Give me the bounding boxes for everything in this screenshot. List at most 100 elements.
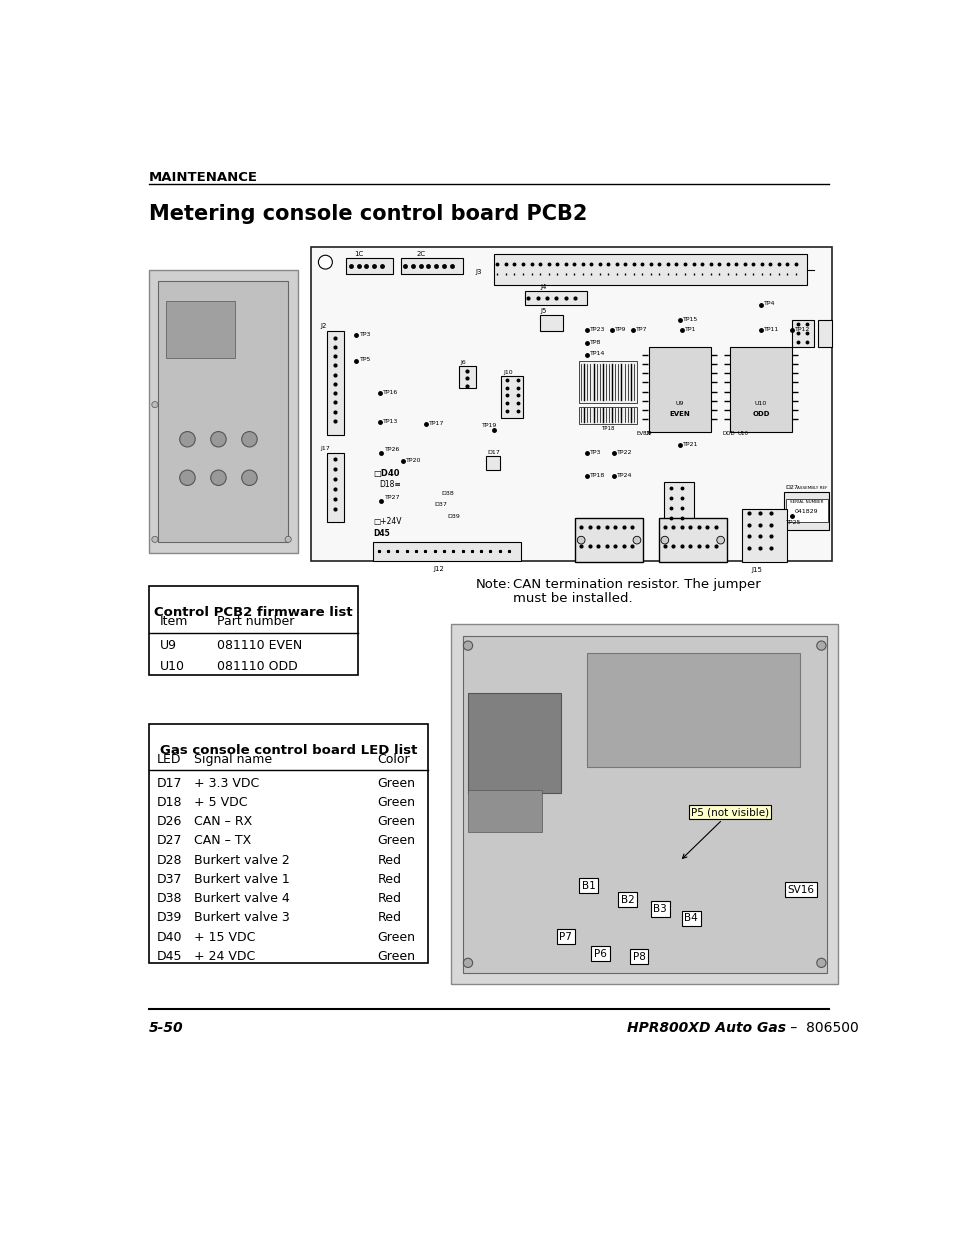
Circle shape bbox=[241, 471, 257, 485]
Text: D27: D27 bbox=[785, 485, 798, 490]
Text: D40: D40 bbox=[156, 930, 182, 944]
Text: J4: J4 bbox=[539, 284, 546, 290]
Text: TP25: TP25 bbox=[785, 520, 801, 525]
Text: must be installed.: must be installed. bbox=[513, 592, 632, 605]
Text: TP4: TP4 bbox=[763, 301, 775, 306]
Text: J6: J6 bbox=[459, 359, 465, 364]
Text: TP8: TP8 bbox=[589, 340, 600, 345]
Circle shape bbox=[577, 536, 584, 543]
Bar bbox=[729, 347, 791, 431]
Text: D17: D17 bbox=[156, 777, 182, 789]
Text: + 24 VDC: + 24 VDC bbox=[193, 950, 254, 963]
Text: Green: Green bbox=[377, 795, 415, 809]
Bar bbox=[485, 456, 499, 471]
Bar bbox=[818, 320, 831, 347]
Text: Red: Red bbox=[377, 873, 401, 885]
Bar bbox=[149, 585, 357, 674]
Text: Gas console control board LED list: Gas console control board LED list bbox=[159, 745, 416, 757]
Text: TP7: TP7 bbox=[636, 326, 647, 332]
Text: TP9: TP9 bbox=[615, 326, 626, 332]
Text: Burkert valve 4: Burkert valve 4 bbox=[193, 892, 289, 905]
Circle shape bbox=[816, 641, 825, 651]
Text: 081110 ODD: 081110 ODD bbox=[216, 661, 297, 673]
Text: TP15: TP15 bbox=[682, 316, 698, 321]
Text: U9: U9 bbox=[159, 640, 176, 652]
Bar bbox=[539, 315, 562, 331]
Bar bbox=[400, 258, 462, 274]
Text: TP21: TP21 bbox=[682, 442, 698, 447]
Text: Signal name: Signal name bbox=[193, 753, 272, 767]
Text: J3: J3 bbox=[476, 269, 482, 275]
Text: D37: D37 bbox=[434, 503, 446, 508]
Text: Red: Red bbox=[377, 853, 401, 867]
Text: Metering console control board PCB2: Metering console control board PCB2 bbox=[149, 204, 586, 224]
Text: □D40: □D40 bbox=[373, 469, 399, 478]
Text: J5: J5 bbox=[539, 308, 546, 314]
Circle shape bbox=[463, 641, 472, 651]
Bar bbox=[740, 509, 785, 562]
Text: TP18: TP18 bbox=[589, 473, 604, 478]
Text: + 15 VDC: + 15 VDC bbox=[193, 930, 254, 944]
Text: TP27: TP27 bbox=[385, 494, 400, 499]
Text: TP3: TP3 bbox=[359, 332, 371, 337]
Text: TP3: TP3 bbox=[589, 450, 600, 454]
Bar bbox=[785, 499, 827, 522]
Bar bbox=[791, 320, 813, 347]
Text: U10: U10 bbox=[754, 400, 766, 405]
Circle shape bbox=[318, 256, 332, 269]
Text: □+24V: □+24V bbox=[373, 517, 401, 526]
Text: CAN – RX: CAN – RX bbox=[193, 815, 252, 827]
Text: D26: D26 bbox=[156, 815, 182, 827]
Text: 041829: 041829 bbox=[794, 509, 818, 514]
Text: TP24: TP24 bbox=[617, 473, 632, 478]
Text: TP18: TP18 bbox=[600, 426, 614, 431]
Text: J2: J2 bbox=[320, 324, 327, 330]
Text: TP5: TP5 bbox=[359, 357, 371, 362]
Text: ODD: ODD bbox=[751, 411, 769, 417]
Text: B3: B3 bbox=[653, 904, 666, 914]
Circle shape bbox=[241, 431, 257, 447]
Text: TP11: TP11 bbox=[763, 326, 779, 332]
Text: EVEN: EVEN bbox=[668, 411, 689, 417]
Text: Burkert valve 2: Burkert valve 2 bbox=[193, 853, 289, 867]
Text: U9: U9 bbox=[675, 400, 683, 405]
Text: J12: J12 bbox=[434, 566, 444, 572]
Bar bbox=[149, 724, 427, 963]
Circle shape bbox=[816, 958, 825, 967]
Text: 1C: 1C bbox=[354, 251, 363, 257]
Text: D38: D38 bbox=[441, 490, 454, 495]
Bar bbox=[493, 254, 806, 285]
Text: SERIAL NUMBER: SERIAL NUMBER bbox=[789, 500, 822, 504]
Text: B1: B1 bbox=[581, 881, 596, 890]
Text: ASSEMBLY REF: ASSEMBLY REF bbox=[796, 487, 826, 490]
Text: 5-50: 5-50 bbox=[149, 1020, 183, 1035]
Bar bbox=[658, 517, 726, 562]
Bar bbox=[158, 280, 288, 542]
Bar bbox=[166, 300, 235, 358]
Text: D18≡: D18≡ bbox=[379, 480, 401, 489]
Text: + 5 VDC: + 5 VDC bbox=[193, 795, 247, 809]
Bar bbox=[500, 377, 522, 419]
Text: Green: Green bbox=[377, 815, 415, 827]
Text: TP13: TP13 bbox=[382, 419, 397, 424]
Bar bbox=[648, 347, 710, 431]
Bar bbox=[524, 291, 586, 305]
Text: D37: D37 bbox=[156, 873, 182, 885]
Text: U10: U10 bbox=[737, 431, 748, 436]
Bar bbox=[578, 361, 637, 403]
Text: J10: J10 bbox=[503, 369, 513, 374]
Bar bbox=[327, 331, 344, 436]
Text: D45: D45 bbox=[156, 950, 182, 963]
Text: D18: D18 bbox=[156, 795, 182, 809]
Text: MAINTENANCE: MAINTENANCE bbox=[149, 172, 257, 184]
Bar bbox=[373, 542, 520, 561]
Text: U10: U10 bbox=[159, 661, 184, 673]
Text: U9: U9 bbox=[644, 431, 652, 436]
Text: TP19: TP19 bbox=[481, 422, 497, 427]
Bar bbox=[586, 652, 799, 767]
Bar bbox=[149, 270, 297, 553]
Text: J15: J15 bbox=[751, 567, 761, 573]
Circle shape bbox=[179, 471, 195, 485]
Circle shape bbox=[463, 958, 472, 967]
Text: Green: Green bbox=[377, 950, 415, 963]
